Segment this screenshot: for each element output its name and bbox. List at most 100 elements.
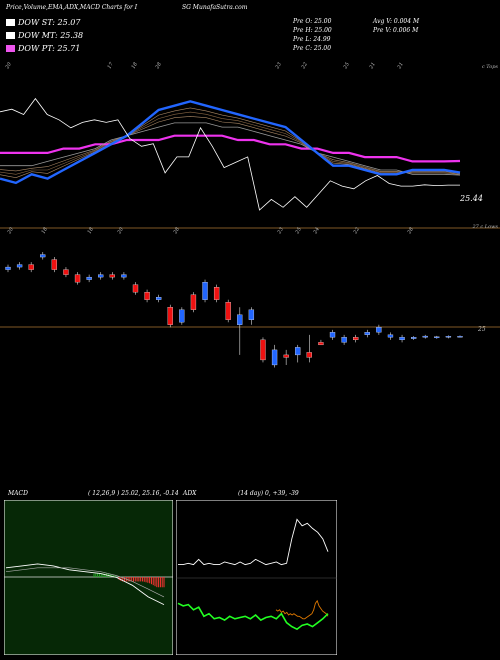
ema-date-label: 28 (154, 61, 163, 70)
candle-up (399, 337, 405, 341)
adx-title: ADX (183, 490, 197, 497)
candle-up (179, 309, 185, 323)
ema-date-label: 20 (4, 61, 13, 71)
stat-pre-low: Pre L: 24.99 (293, 36, 331, 43)
ema-date-label: 25 (342, 61, 351, 70)
candle-up (156, 297, 162, 300)
candle-up (376, 327, 382, 333)
adx-chart (176, 500, 337, 655)
mid-date-label: 20 (6, 226, 15, 236)
candle-down (190, 294, 197, 310)
price-trace (0, 97, 460, 211)
candle-down (306, 352, 312, 358)
candle-down (353, 337, 359, 341)
macd-frame (4, 500, 173, 655)
legend-swatch-icon (6, 32, 15, 39)
ema-mt-line (0, 122, 461, 176)
candle-up (5, 266, 11, 270)
candle-up (422, 335, 428, 338)
candle-down (74, 274, 81, 283)
stat-pre-high: Pre H: 25.00 (293, 27, 332, 34)
candles (5, 252, 463, 368)
macd-line (5, 563, 165, 606)
mid-date-labels: 20 18 18 20 28 23 25 24 22 28 (6, 226, 415, 236)
legend-dow-pt: DOW PT: 25.71 (6, 44, 80, 53)
mid-date-label: 28 (406, 226, 415, 235)
candle-down (132, 284, 139, 293)
candle-down (213, 287, 220, 300)
adx-line (178, 518, 329, 566)
candle-up (410, 337, 417, 339)
mid-date-label: 25 (294, 226, 303, 235)
macd-chart (4, 500, 173, 655)
plus-di-line (177, 602, 329, 631)
ema-pt-line (0, 134, 461, 163)
candle-down (318, 342, 324, 346)
candle-down (63, 269, 69, 275)
candle-down (260, 339, 266, 361)
adx-params: (14 day) 0, +39, -39 (238, 490, 299, 497)
candle-up (248, 309, 255, 320)
tops-label: c Tops (482, 64, 499, 70)
ema-date-labels: 20 17 18 28 23 22 25 21 21 (4, 61, 405, 71)
ema-date-label: 23 (274, 61, 283, 70)
ema-envelope-line (0, 107, 461, 179)
stat-pre-volume: Pre V: 0.006 M (373, 27, 419, 34)
macd-title: MACD (8, 490, 28, 497)
site-name[interactable]: SG MunafaSutra.com (182, 4, 248, 11)
legend-dow-st: DOW ST: 25.07 (6, 18, 80, 27)
lows-label: 27 c Lows (471, 224, 498, 230)
macd-signal-line (5, 567, 165, 598)
stats-right: Avg V: 0.004 M Pre V: 0.006 M (373, 17, 419, 35)
candle-down (28, 264, 34, 270)
mid-date-label: 24 (312, 226, 321, 235)
ema-date-label: 17 (107, 61, 116, 70)
legend-swatch-icon (6, 45, 15, 52)
price-level-label: 25 (477, 326, 486, 333)
candle-up (457, 336, 463, 338)
ema-st-line (0, 100, 461, 185)
adx-frame (176, 500, 337, 655)
stats-left: Pre O: 25.00 Pre H: 25.00 Pre L: 24.99 P… (293, 17, 332, 53)
candle-down (109, 274, 115, 278)
candle-up (86, 276, 92, 280)
mid-date-label: 18 (87, 226, 95, 235)
stat-pre-close: Pre C: 25.00 (293, 45, 332, 52)
ema-date-label: 21 (368, 61, 377, 70)
candle-down (144, 292, 150, 300)
legend-swatch-icon (6, 19, 15, 26)
candle-up (40, 254, 46, 258)
ema-envelope-line (0, 116, 461, 175)
mid-date-label: 23 (276, 226, 285, 235)
mid-date-label: 18 (41, 226, 49, 235)
candle-up (295, 347, 301, 356)
ema-envelope-line (0, 111, 461, 175)
ema-date-label: 18 (131, 61, 139, 70)
candle-up (445, 336, 452, 338)
stat-pre-open: Pre O: 25.00 (293, 18, 332, 25)
mid-date-label: 22 (352, 226, 361, 235)
ema-chart: 20 17 18 28 23 22 25 21 21 c Tops 25.44 (0, 61, 499, 211)
candle-down (51, 259, 58, 270)
minus-di-line (275, 599, 329, 620)
candle-up (341, 337, 347, 343)
ema-lines (0, 100, 461, 185)
candle-up (271, 349, 278, 366)
candle-down (283, 354, 289, 358)
candle-up (202, 281, 208, 300)
ema-date-label: 21 (396, 61, 405, 70)
stat-avg-volume: Avg V: 0.004 M (373, 18, 420, 25)
macd-params: ( 12,26,9 ) 25.02, 25.16, -0.14 (88, 490, 179, 497)
candle-up (329, 332, 336, 338)
candle-up (121, 274, 127, 278)
candle-up (237, 314, 243, 325)
candle-up (387, 334, 394, 338)
candle-chart: 27 c Lows 20 18 18 20 28 23 25 24 22 28 25 (0, 224, 500, 368)
candle-down (225, 302, 231, 320)
mid-date-label: 28 (172, 226, 181, 235)
candle-up (98, 274, 104, 278)
candle-up (364, 332, 370, 335)
ema-date-label: 22 (300, 61, 309, 70)
legend-dow-mt: DOW MT: 25.38 (6, 31, 83, 40)
candle-up (434, 336, 440, 338)
